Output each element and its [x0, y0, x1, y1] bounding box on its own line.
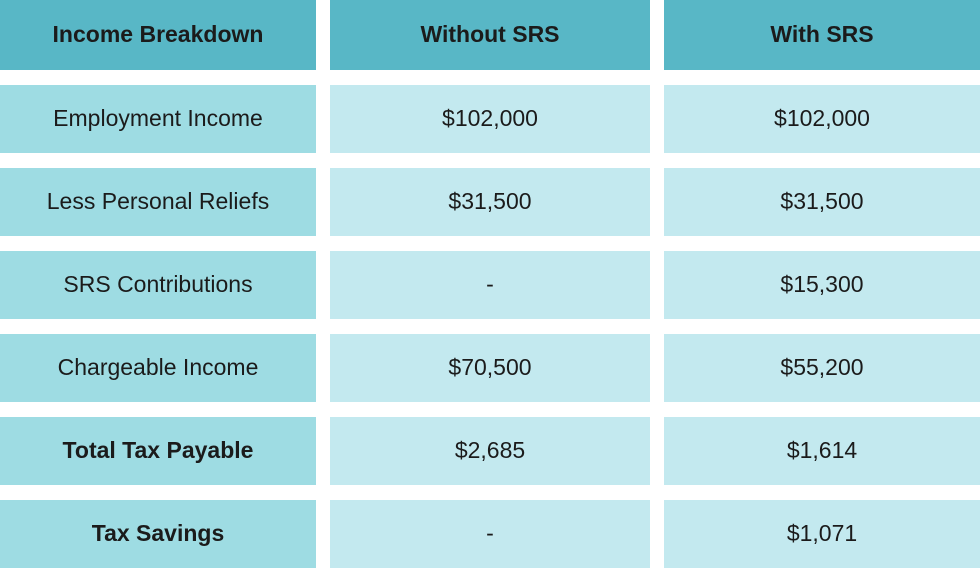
- column-header-with-srs: With SRS: [664, 0, 980, 70]
- row-label-cell: Total Tax Payable: [0, 417, 316, 485]
- value-cell-with-srs: $102,000: [664, 85, 980, 153]
- row-label-cell: Chargeable Income: [0, 334, 316, 402]
- value-cell-with-srs: $55,200: [664, 334, 980, 402]
- value-cell-without-srs: $102,000: [330, 85, 650, 153]
- row-label-cell: SRS Contributions: [0, 251, 316, 319]
- value-cell-with-srs: $1,614: [664, 417, 980, 485]
- row-label-cell: Employment Income: [0, 85, 316, 153]
- value-cell-with-srs: $15,300: [664, 251, 980, 319]
- value-cell-with-srs: $1,071: [664, 500, 980, 568]
- column-header-income-breakdown: Income Breakdown: [0, 0, 316, 70]
- row-label-cell: Less Personal Reliefs: [0, 168, 316, 236]
- column-header-without-srs: Without SRS: [330, 0, 650, 70]
- value-cell-without-srs: -: [330, 500, 650, 568]
- value-cell-without-srs: $70,500: [330, 334, 650, 402]
- value-cell-with-srs: $31,500: [664, 168, 980, 236]
- value-cell-without-srs: $31,500: [330, 168, 650, 236]
- value-cell-without-srs: $2,685: [330, 417, 650, 485]
- row-label-cell: Tax Savings: [0, 500, 316, 568]
- value-cell-without-srs: -: [330, 251, 650, 319]
